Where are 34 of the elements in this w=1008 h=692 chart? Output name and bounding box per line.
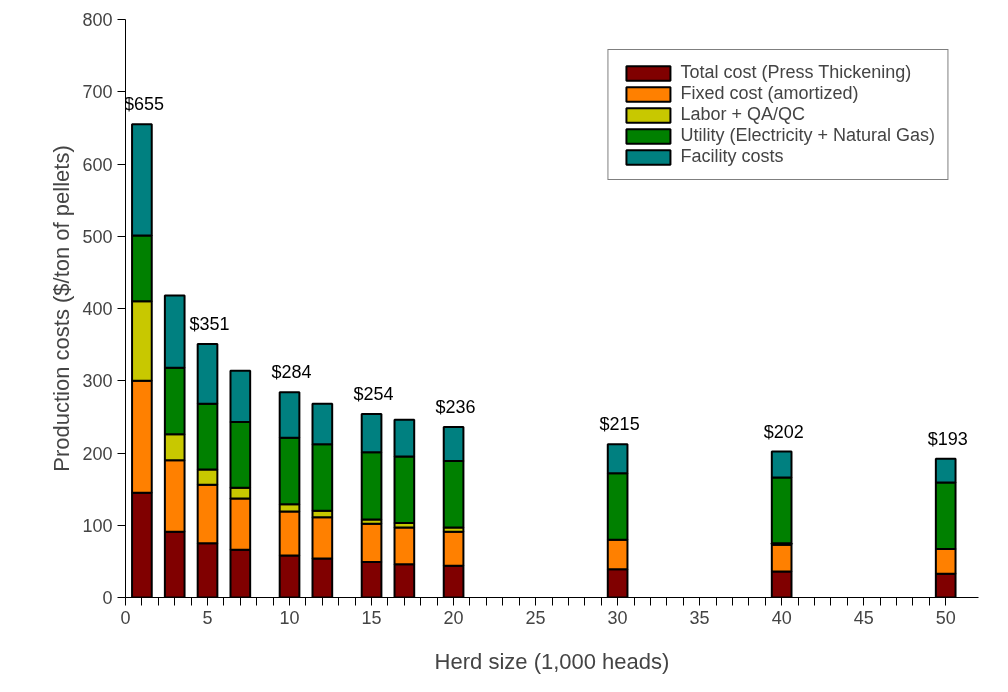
x-tick-label: 10 bbox=[279, 607, 300, 628]
legend-label: Total cost (Press Thickening) bbox=[680, 62, 912, 83]
x-tick-label: 40 bbox=[771, 607, 792, 628]
legend-label: Utility (Electricity + Natural Gas) bbox=[680, 125, 935, 146]
y-tick-label: 800 bbox=[82, 10, 113, 30]
x-tick-label: 25 bbox=[525, 607, 546, 628]
y-tick-label: 700 bbox=[82, 82, 113, 103]
y-tick-label: 500 bbox=[82, 226, 113, 247]
x-tick-label: 5 bbox=[202, 607, 213, 628]
y-tick-label: 400 bbox=[82, 299, 113, 319]
y-tick-label: 200 bbox=[82, 443, 113, 464]
x-tick-label: 0 bbox=[120, 607, 131, 628]
x-tick-label: 50 bbox=[935, 607, 956, 628]
total-label: $215 bbox=[599, 414, 640, 435]
total-label: $236 bbox=[435, 396, 476, 417]
legend-label: Labor + QA/QC bbox=[680, 104, 805, 125]
y-tick-label: 300 bbox=[82, 371, 113, 392]
total-label: $202 bbox=[763, 421, 804, 442]
x-tick-label: 30 bbox=[607, 607, 628, 628]
x-tick-label: 15 bbox=[361, 607, 382, 628]
total-label: $284 bbox=[271, 362, 312, 383]
total-label: $254 bbox=[353, 383, 394, 404]
total-label: $193 bbox=[927, 428, 968, 449]
legend-label: Facility costs bbox=[680, 146, 784, 167]
x-tick-label: 35 bbox=[689, 607, 710, 628]
legend-label: Fixed cost (amortized) bbox=[680, 83, 859, 104]
y-axis-title: Production costs ($/ton of pellets) bbox=[49, 145, 75, 472]
y-tick-label: 600 bbox=[82, 154, 113, 175]
x-tick-label: 45 bbox=[853, 607, 874, 628]
y-tick-label: 0 bbox=[102, 588, 113, 608]
y-tick-label: 100 bbox=[82, 515, 113, 536]
x-tick-label: 20 bbox=[443, 607, 464, 628]
total-label: $351 bbox=[189, 313, 230, 334]
x-axis-title: Herd size (1,000 heads) bbox=[434, 648, 670, 674]
